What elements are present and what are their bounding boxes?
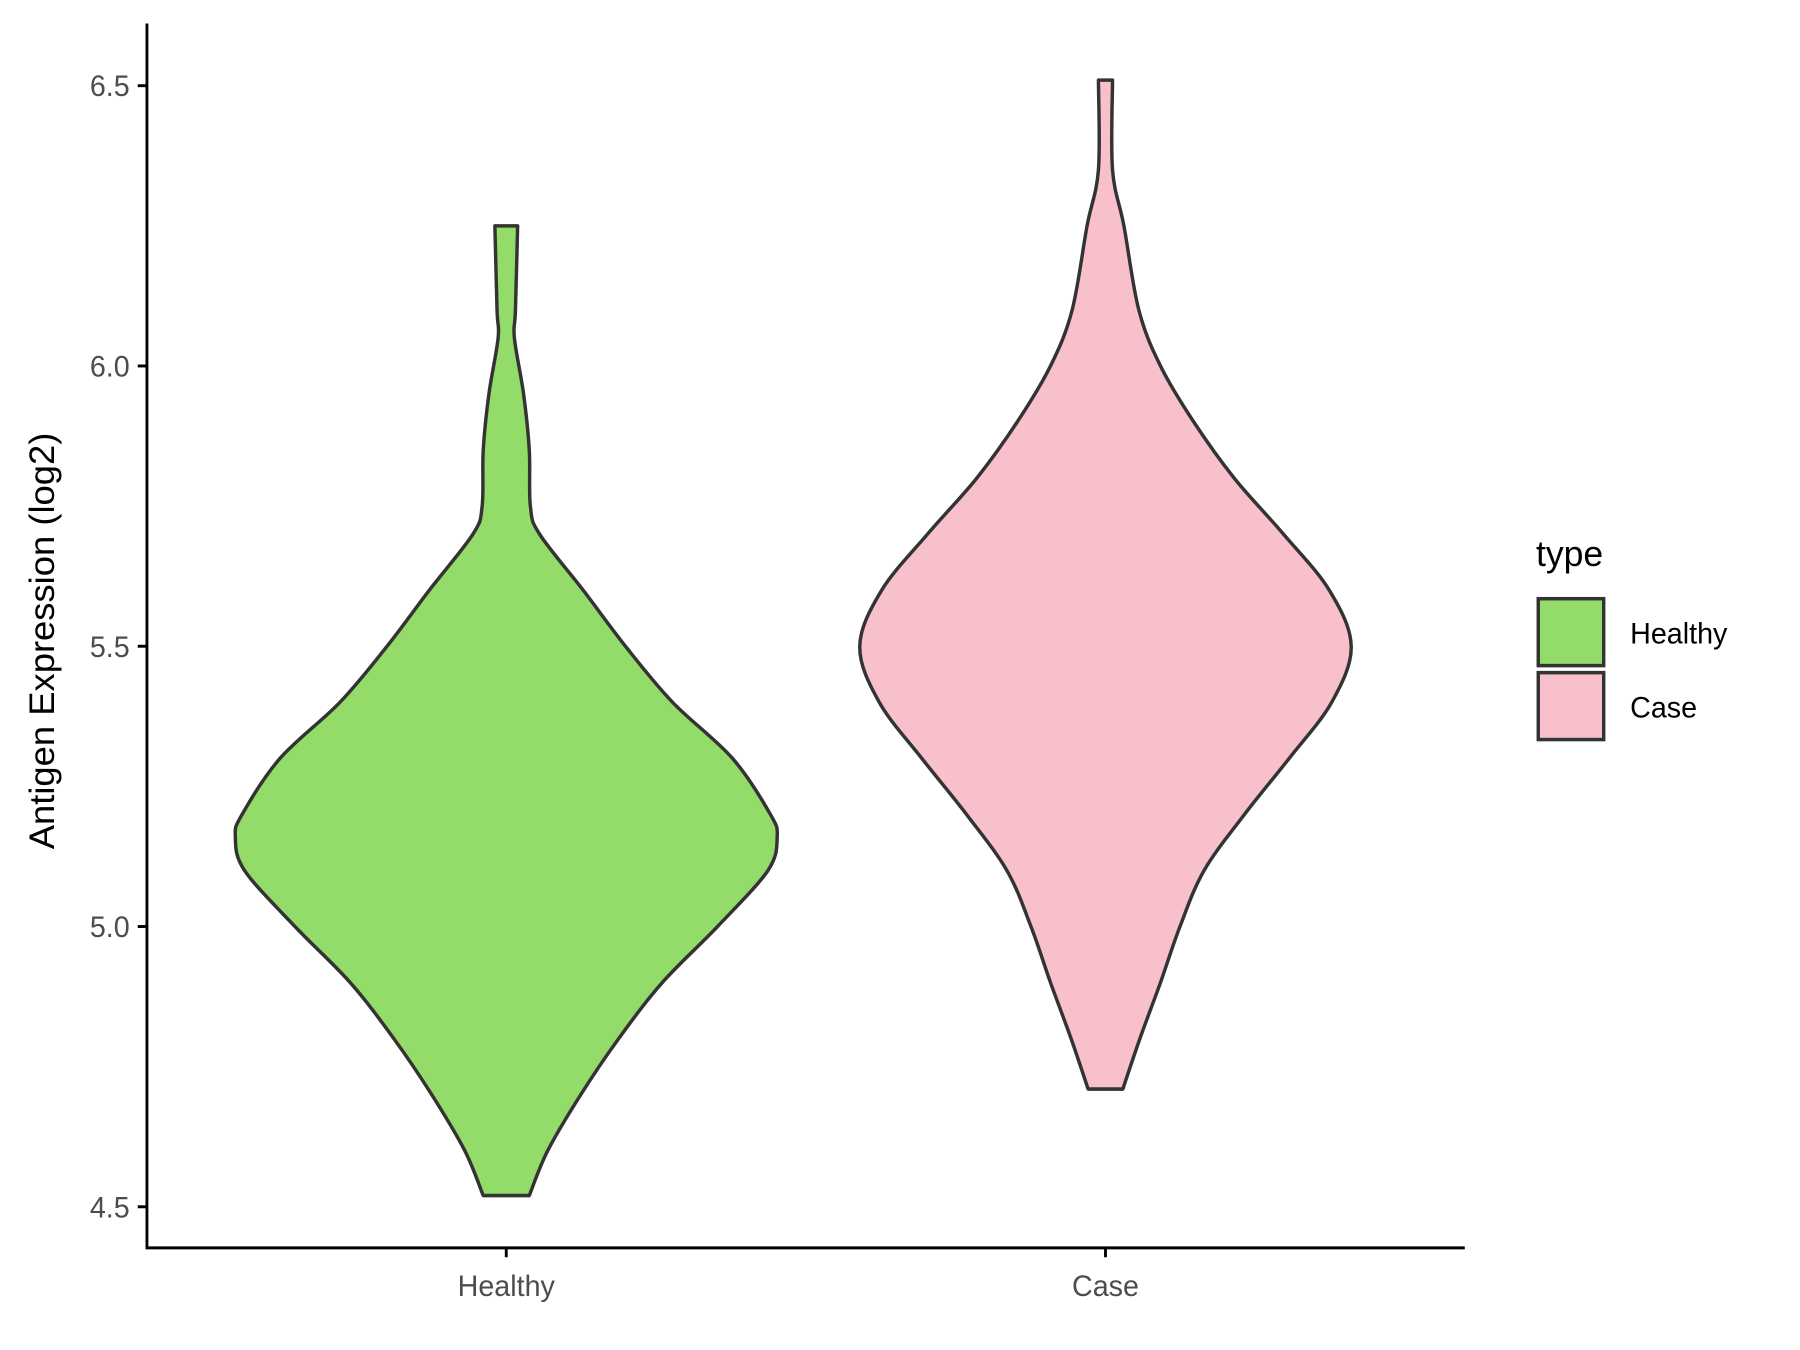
legend-label: Healthy: [1630, 618, 1728, 650]
y-tick-label: 5.0: [90, 912, 130, 944]
legend-label: Case: [1630, 692, 1697, 724]
x-tick-label: Case: [1072, 1271, 1139, 1303]
y-tick-label: 6.0: [90, 351, 130, 383]
violin-case: [858, 78, 1353, 1091]
legend: type Healthy Case: [1536, 532, 1728, 742]
y-axis-label: Antigen Expression (log2): [21, 433, 62, 850]
x-tick-label: Healthy: [458, 1271, 556, 1303]
y-tick-label: 6.5: [90, 71, 130, 103]
y-tick-label: 5.5: [90, 632, 130, 664]
legend-key-case: [1536, 670, 1606, 742]
violin-healthy: [233, 224, 780, 1198]
y-ticks: 4.5 5.0 5.5 6.0 6.5: [90, 71, 147, 1224]
y-tick-label: 4.5: [90, 1192, 130, 1224]
violins: [233, 78, 1353, 1198]
x-ticks: Healthy Case: [458, 1247, 1139, 1303]
legend-key-healthy: [1536, 596, 1606, 668]
legend-title: type: [1536, 532, 1603, 573]
